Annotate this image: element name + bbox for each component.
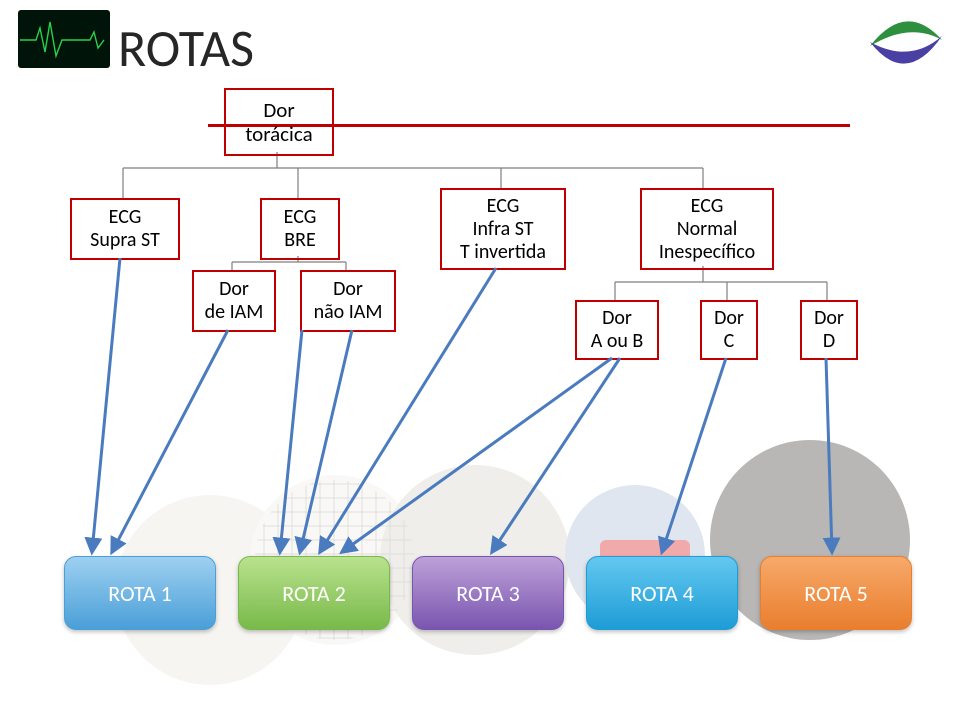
brand-logo (858, 6, 954, 80)
box-top-line: torácica (226, 122, 332, 146)
box-bre: ECGBRE (260, 198, 340, 260)
box-aoub-line: Dor (577, 307, 657, 330)
box-infra: ECGInfra STT invertida (440, 188, 566, 270)
box-supra-line: ECG (72, 206, 178, 229)
box-bre-line: ECG (262, 206, 338, 229)
rota-button-4[interactable]: ROTA 4 (586, 556, 738, 630)
box-deiam: Dorde IAM (192, 270, 276, 332)
box-normal-line: Inespecífico (642, 241, 772, 264)
box-infra-line: Infra ST (442, 218, 564, 241)
box-infra-line: T invertida (442, 241, 564, 264)
box-aoub: DorA ou B (575, 300, 659, 360)
rota-label: ROTA 2 (282, 580, 346, 607)
rota-label: ROTA 5 (804, 580, 868, 607)
box-c: DorC (700, 300, 758, 360)
rota-label: ROTA 4 (630, 580, 694, 607)
box-d-line: Dor (802, 307, 856, 330)
box-naoiam-line: Dor (302, 278, 394, 301)
box-bre-line: BRE (262, 229, 338, 252)
box-c-line: Dor (702, 307, 756, 330)
box-naoiam: Dornão IAM (300, 270, 396, 332)
box-supra-line: Supra ST (72, 229, 178, 252)
box-normal: ECGNormalInespecífico (640, 188, 774, 270)
ecg-monitor-icon (18, 10, 110, 68)
box-normal-line: Normal (642, 218, 772, 241)
rota-button-1[interactable]: ROTA 1 (64, 556, 216, 630)
box-top-line: Dor (226, 98, 332, 122)
box-normal-line: ECG (642, 195, 772, 218)
box-aoub-line: A ou B (577, 330, 657, 353)
box-naoiam-line: não IAM (302, 301, 394, 324)
box-supra: ECGSupra ST (70, 198, 180, 260)
box-deiam-line: Dor (194, 278, 274, 301)
box-c-line: C (702, 330, 756, 353)
page-title: ROTAS (118, 16, 254, 80)
box-infra-line: ECG (442, 195, 564, 218)
rota-label: ROTA 1 (108, 580, 172, 607)
rota-button-5[interactable]: ROTA 5 (760, 556, 912, 630)
rota-label: ROTA 3 (456, 580, 520, 607)
box-top: Dortorácica (224, 88, 334, 156)
box-d-line: D (802, 330, 856, 353)
rota-button-2[interactable]: ROTA 2 (238, 556, 390, 630)
rota-button-3[interactable]: ROTA 3 (412, 556, 564, 630)
box-deiam-line: de IAM (194, 301, 274, 324)
box-d: DorD (800, 300, 858, 360)
